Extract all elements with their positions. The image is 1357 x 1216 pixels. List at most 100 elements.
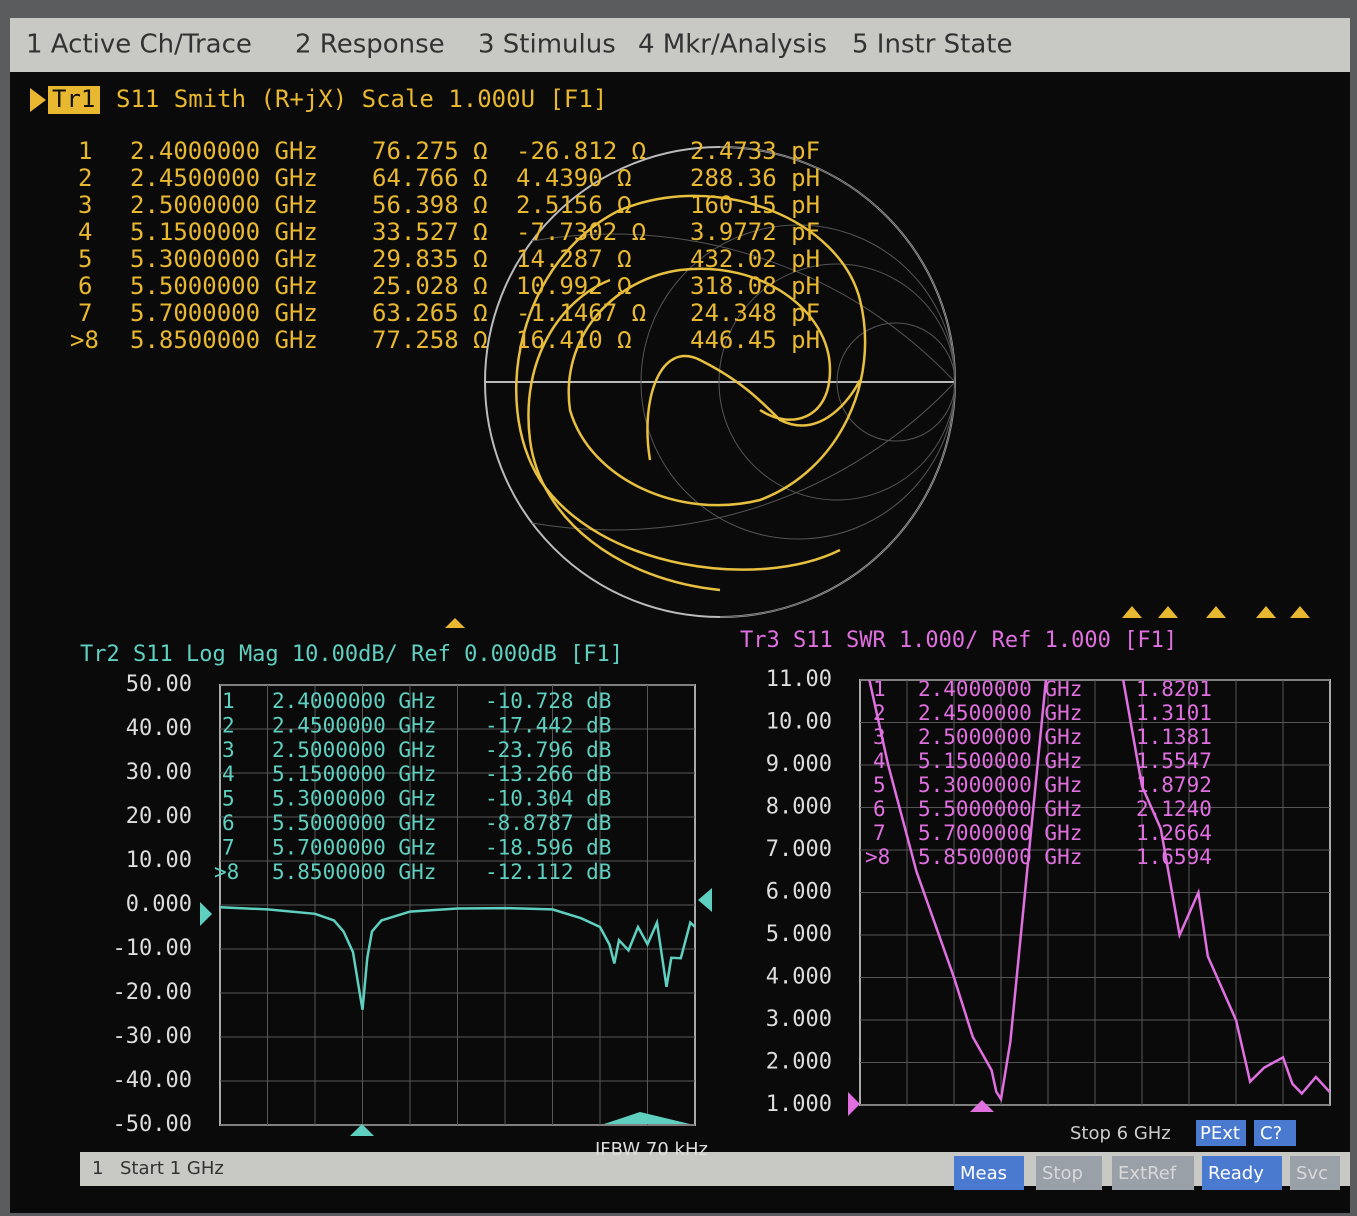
status-key[interactable]: Stop (1042, 1163, 1083, 1184)
marker-cell: 2.4500000 GHz (918, 701, 1082, 725)
y-tick-label: -20.00 (113, 980, 192, 1005)
menu-item[interactable]: 5 Instr State (852, 30, 1012, 60)
swr-chart: Tr3 S11 SWR 1.000/ Ref 1.000 [F1] 11.00 10… (740, 628, 1331, 1117)
y-tick-label: 3.000 (766, 1007, 832, 1032)
marker-cell: 2.5156 Ω (516, 191, 632, 219)
ifbw: IFBW 70 kHz (595, 1139, 708, 1160)
marker-cell: 5 (78, 245, 92, 273)
swr-flags (848, 1092, 994, 1116)
marker-cell: 63.265 Ω (372, 299, 488, 327)
menu-item[interactable]: 4 Mkr/Analysis (638, 30, 827, 60)
stop-freq: Stop 6 GHz (1070, 1123, 1171, 1144)
marker-cell: 1.5547 (1136, 749, 1212, 773)
cal-status: C? (1260, 1123, 1282, 1144)
pext: PExt (1200, 1123, 1240, 1144)
start-freq: Start 1 GHz (120, 1158, 224, 1179)
key-bg (1112, 1156, 1194, 1190)
marker-cell: 16.410 Ω (516, 326, 632, 354)
smith-trace (515, 194, 867, 592)
chart-title: Tr2 S11 Log Mag 10.00dB/ Ref 0.000dB [F1… (80, 642, 623, 667)
marker-cell: 2.4000000 GHz (130, 137, 318, 165)
y-tick-label: -30.00 (113, 1024, 192, 1049)
marker-cell: 2.4733 pF (690, 137, 820, 165)
log-mag-chart: Tr2 S11 Log Mag 10.00dB/ Ref 0.000dB [F1… (80, 642, 696, 1137)
marker-cell: 2.5000000 GHz (918, 725, 1082, 749)
pext-badge (1196, 1120, 1246, 1146)
marker-cell: 6 (873, 797, 886, 821)
marker-cell: 5.7000000 GHz (918, 821, 1082, 845)
marker-cell: 160.15 pH (690, 191, 820, 219)
marker-cell: 24.348 pF (690, 299, 820, 327)
y-tick-label: 8.000 (766, 795, 832, 820)
trace (220, 905, 695, 1010)
status-key[interactable]: Meas (960, 1163, 1007, 1184)
marker-cell: 3.9772 pF (690, 218, 820, 246)
status-key[interactable]: ExtRef (1118, 1163, 1177, 1184)
marker-cell: 7 (78, 299, 92, 327)
trace-tag-bg (48, 86, 100, 114)
marker-cell: >8 (70, 326, 99, 354)
y-tick-label: 5.000 (766, 922, 832, 947)
marker-cell: 5.1500000 GHz (918, 749, 1082, 773)
cal-badge (1254, 1120, 1296, 1146)
marker-cell: -17.442 dB (485, 713, 611, 737)
marker-cell: -7.7302 Ω (516, 218, 646, 246)
y-tick-label: -10.00 (113, 936, 192, 961)
marker-cell: 3 (222, 738, 235, 762)
trace-tag: Tr1 (52, 85, 95, 113)
marker-cell: 5.8500000 GHz (918, 845, 1082, 869)
marker-cell: -10.728 dB (485, 689, 611, 713)
menu-item[interactable]: 3 Stimulus (478, 30, 616, 60)
marker-cell: 10.992 Ω (516, 272, 632, 300)
y-tick-label: 10.00 (126, 848, 192, 873)
marker-cell: 7 (222, 835, 235, 859)
marker-cell: 33.527 Ω (372, 218, 488, 246)
marker-cell: -18.596 dB (485, 835, 611, 859)
marker-cell: -23.796 dB (485, 738, 611, 762)
marker-cell: 6 (222, 811, 235, 835)
marker-cell: 1.3101 (1136, 701, 1212, 725)
status-key[interactable]: Svc (1296, 1163, 1328, 1184)
y-tick-label: 0.000 (126, 892, 192, 917)
marker-cell: 77.258 Ω (372, 326, 488, 354)
marker-cell: 6 (78, 272, 92, 300)
marker-cell: 2.5000000 GHz (272, 738, 436, 762)
marker-cell: 5.3000000 GHz (918, 773, 1082, 797)
marker-cell: 5.5000000 GHz (272, 811, 436, 835)
marker-cell: -1.1467 Ω (516, 299, 646, 327)
marker-cell: -13.266 dB (485, 762, 611, 786)
marker-cell: 432.02 pH (690, 245, 820, 273)
menu-item[interactable]: 1 Active Ch/Trace (26, 30, 252, 60)
marker-cell: 5.7000000 GHz (130, 299, 318, 327)
marker-cell: 5.5000000 GHz (130, 272, 318, 300)
marker-cell: 5.3000000 GHz (130, 245, 318, 273)
y-tick-label: 10.00 (766, 710, 832, 735)
marker-cell: >8 (214, 860, 239, 884)
marker-cell: 76.275 Ω (372, 137, 488, 165)
menu: 1 Active Ch/Trace 2 Response 3 Stimulus 4 M… (26, 30, 1012, 60)
y-tick-label: 11.00 (766, 667, 832, 692)
status-keys: Meas Stop ExtRef Ready Svc (954, 1156, 1340, 1190)
marker-cell: 1.8201 (1136, 677, 1212, 701)
smith-chart (484, 146, 956, 618)
marker-cell: 1 (873, 677, 886, 701)
menu-item[interactable]: 2 Response (295, 30, 445, 60)
smith-header: S11 Smith (R+jX) Scale 1.000U [F1] (116, 85, 607, 113)
marker-cell: 1.6594 (1136, 845, 1212, 869)
y-tick-label: -50.00 (113, 1112, 192, 1137)
marker-cell: 14.287 Ω (516, 245, 632, 273)
marker-cell: 7 (873, 821, 886, 845)
marker-cell: 25.028 Ω (372, 272, 488, 300)
status-key[interactable]: Ready (1208, 1163, 1264, 1184)
marker-cell: -26.812 Ω (516, 137, 646, 165)
marker-cell: 5.8500000 GHz (272, 860, 436, 884)
marker-cell: -10.304 dB (485, 787, 611, 811)
marker-cell: 29.835 Ω (372, 245, 488, 273)
stimulus-flags (200, 888, 712, 1136)
marker-cell: 2.5000000 GHz (130, 191, 318, 219)
marker-cell: 5.7000000 GHz (272, 835, 436, 859)
marker-cell: -12.112 dB (485, 860, 611, 884)
channel: 1 (92, 1158, 103, 1179)
